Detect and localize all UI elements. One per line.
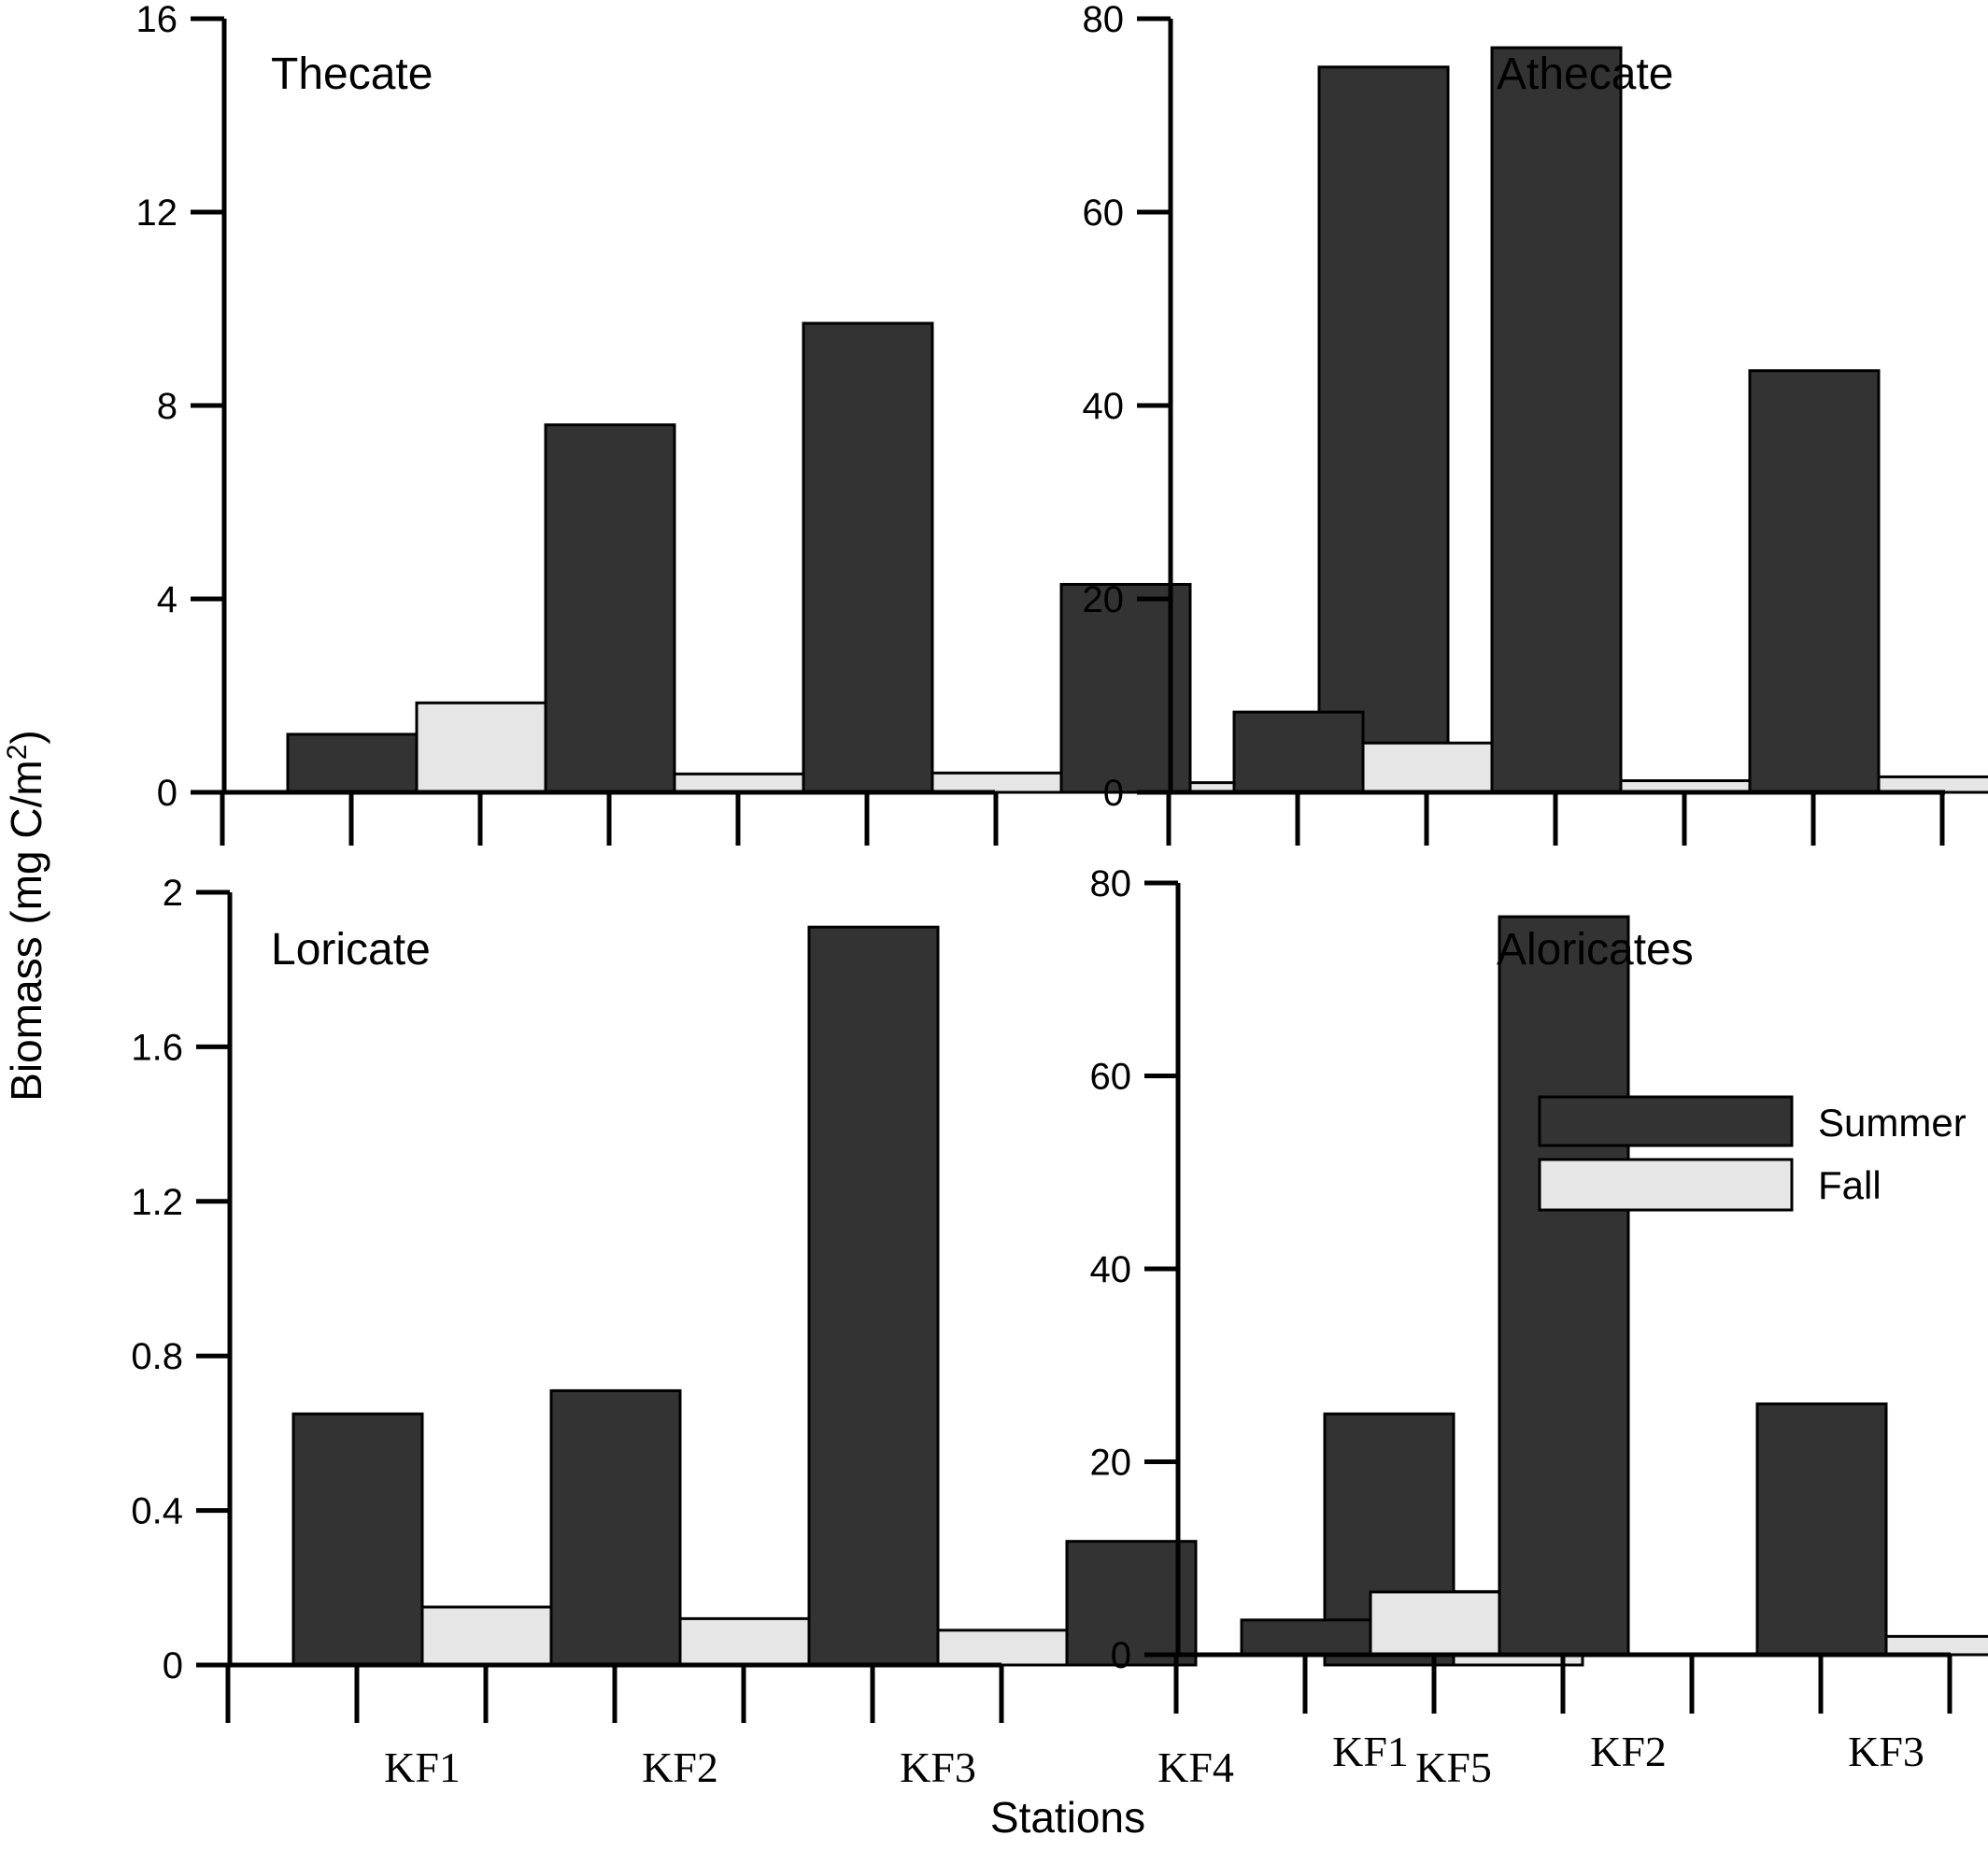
bar-summer-kf2	[1498, 915, 1630, 1657]
bar-summer-kf1	[291, 1412, 424, 1667]
y-tick-label: 80	[1083, 0, 1125, 40]
y-tick-label: 16	[136, 0, 178, 40]
bar-summer-kf3	[807, 925, 940, 1667]
bar-summer-kf4	[1065, 1540, 1198, 1667]
x-category-label-kf3: KF3	[900, 1743, 976, 1791]
x-category-label-kf3: KF3	[1848, 1728, 1924, 1775]
x-axis-title: Stations	[990, 1793, 1145, 1842]
x-category-label-kf4: KF4	[1157, 1743, 1234, 1791]
x-category-label-kf1: KF1	[384, 1743, 461, 1791]
y-tick-label: 0	[157, 773, 178, 814]
bar-summer-kf2	[549, 1388, 682, 1667]
y-tick-label: 20	[1090, 1443, 1132, 1484]
bar-fall-kf2	[678, 1616, 811, 1667]
bar-fall-kf3	[930, 771, 1063, 794]
bar-summer-kf1	[286, 733, 419, 794]
bar-summer-kf3	[802, 321, 934, 794]
bar-summer-kf1	[1232, 710, 1365, 794]
bar-fall-kf1	[1369, 1590, 1501, 1657]
bar-fall-kf3	[936, 1629, 1069, 1667]
y-tick-label: 4	[157, 579, 178, 620]
panel-thecate: 0 4 8 12 16 Thecate	[136, 0, 1579, 846]
y-tick-label: 80	[1090, 863, 1132, 904]
y-axis-title: Biomass (mg C/m2)	[2, 730, 51, 1102]
legend-swatch-summer	[1538, 1095, 1794, 1147]
x-category-label-kf1: KF1	[1332, 1728, 1409, 1775]
y-tick-label: 60	[1090, 1057, 1132, 1098]
legend-swatch-fall	[1538, 1158, 1794, 1212]
legend-label-summer: Summer	[1818, 1101, 1967, 1145]
bar-fall-kf1	[1361, 741, 1494, 794]
y-axis-title-close: )	[2, 730, 50, 744]
bar-summer-kf3	[1755, 1402, 1888, 1657]
bar-summer-kf2	[1490, 46, 1623, 794]
bar-summer-kf1	[1240, 1618, 1372, 1657]
y-tick-label: 40	[1083, 386, 1125, 427]
bar-fall-kf3	[1884, 1634, 1988, 1657]
panel-title: Aloricates	[1497, 925, 1694, 975]
y-tick-label: 0	[163, 1645, 183, 1686]
bar-fall-kf1	[420, 1605, 553, 1667]
y-tick-label: 1.6	[131, 1027, 183, 1068]
bar-fall-kf2	[673, 772, 805, 794]
panel-aloricates: 020406080KF1KF2KF3KF4KF5Aloricates	[1090, 863, 1988, 1775]
panel-athecate: 0 20 40 60 80 Athecate	[1083, 0, 1988, 846]
y-tick-label: 12	[136, 192, 178, 234]
x-category-label-kf2: KF2	[642, 1743, 718, 1791]
bar-fall-kf1	[415, 701, 547, 794]
y-tick-label: 0	[1111, 1635, 1131, 1676]
bar-summer-kf3	[1748, 369, 1881, 794]
panels: 0481216Thecate020406080Athecate00.40.81.…	[131, 0, 1988, 1791]
y-tick-label: 0.4	[131, 1491, 183, 1532]
x-category-label-kf2: KF2	[1590, 1728, 1667, 1775]
y-tick-label: 60	[1083, 192, 1125, 234]
panel-title: Athecate	[1497, 50, 1673, 99]
y-tick-label: 20	[1083, 579, 1125, 620]
y-tick-label: 1.2	[131, 1182, 183, 1223]
y-tick-label: 0	[1103, 773, 1124, 814]
bar-summer-kf5	[1317, 65, 1450, 794]
y-tick-label: 40	[1090, 1249, 1132, 1290]
legend-label-fall: Fall	[1818, 1163, 1882, 1207]
y-tick-label: 8	[157, 386, 178, 427]
y-axis-title-superscript: 2	[2, 745, 33, 761]
panel-title: Loricate	[271, 925, 431, 975]
legend: Summer Fall	[1538, 1095, 1967, 1212]
y-tick-label: 2	[163, 873, 183, 914]
bar-summer-kf2	[544, 423, 676, 794]
y-tick-label: 0.8	[131, 1336, 183, 1377]
y-axis-title-main: Biomass (mg C/m	[2, 760, 50, 1101]
panel-title: Thecate	[271, 50, 433, 99]
x-category-label-kf5: KF5	[1415, 1743, 1492, 1791]
